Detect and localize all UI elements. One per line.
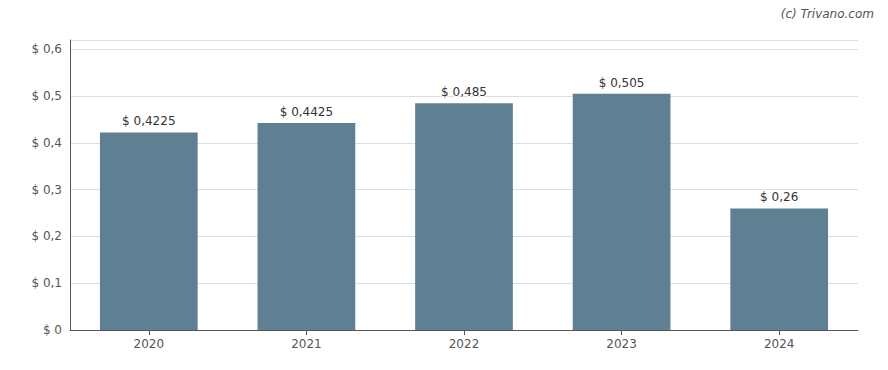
- svg-text:$ 0,485: $ 0,485: [441, 85, 487, 99]
- svg-text:2024: 2024: [764, 337, 795, 351]
- svg-text:$ 0,6: $ 0,6: [31, 42, 62, 56]
- svg-text:$ 0,5: $ 0,5: [31, 89, 62, 103]
- svg-text:$ 0,4: $ 0,4: [31, 136, 62, 150]
- svg-text:$ 0,4225: $ 0,4225: [122, 114, 175, 128]
- svg-text:$ 0,26: $ 0,26: [760, 190, 798, 204]
- svg-text:2023: 2023: [606, 337, 637, 351]
- svg-text:$ 0,3: $ 0,3: [31, 183, 62, 197]
- svg-text:2022: 2022: [449, 337, 480, 351]
- svg-text:$ 0,505: $ 0,505: [599, 76, 645, 90]
- svg-text:2021: 2021: [291, 337, 322, 351]
- svg-text:$ 0,4425: $ 0,4425: [280, 105, 333, 119]
- svg-text:2020: 2020: [134, 337, 165, 351]
- svg-text:$ 0: $ 0: [43, 323, 62, 337]
- svg-text:$ 0,2: $ 0,2: [31, 229, 62, 243]
- svg-text:$ 0,1: $ 0,1: [31, 276, 62, 290]
- svg-text:(c) Trivano.com: (c) Trivano.com: [781, 7, 874, 21]
